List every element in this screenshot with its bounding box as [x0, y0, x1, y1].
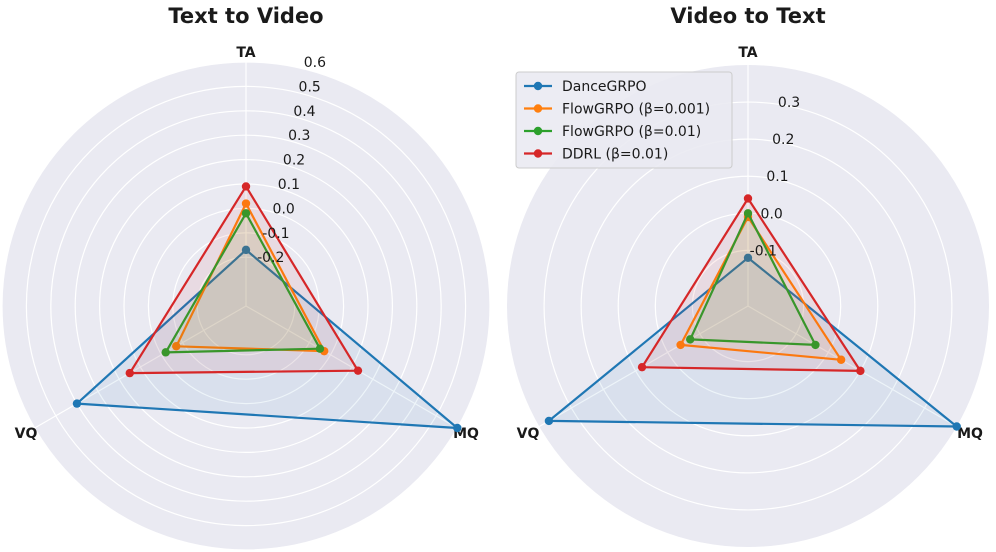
series-ddrl-beta-0-01 — [125, 182, 363, 378]
data-point-vq — [686, 335, 695, 344]
radial-tick-label: 0.2 — [772, 132, 794, 148]
data-point-ta — [241, 199, 251, 208]
series-fill — [176, 203, 325, 352]
radar-chart-text-to-video: Text to VideoTAMQVQ-0.2-0.10.00.10.20.30… — [1, 4, 491, 551]
series-ddrl-beta-0-01 — [637, 194, 865, 376]
legend-label: DDRL (β=0.01) — [562, 147, 668, 163]
legend-item-ddrl-beta-0-01: DDRL (β=0.01) — [524, 147, 668, 163]
data-point-vq — [637, 362, 647, 372]
data-point-vq — [125, 368, 134, 378]
radial-tick-label: 0.3 — [288, 128, 310, 144]
series-line — [640, 197, 862, 372]
legend-label: FlowGRPO (β=0.001) — [562, 102, 710, 118]
radial-tick-label: 0.1 — [278, 177, 300, 193]
series-line — [679, 215, 843, 361]
series-flowgrpo-beta-0-01 — [686, 209, 820, 350]
series-line — [547, 256, 958, 428]
series-fill — [165, 213, 320, 353]
legend-item-flowgrpo-beta-0-01: FlowGRPO (β=0.01) — [524, 124, 701, 140]
data-point-mq — [453, 423, 462, 433]
series-fill — [77, 249, 458, 428]
axis-label-mq: MQ — [957, 426, 983, 442]
series-dancegrpo — [72, 245, 462, 433]
legend-label: FlowGRPO (β=0.01) — [562, 124, 701, 140]
data-point-mq — [836, 355, 846, 364]
legend-swatch-marker — [533, 81, 543, 91]
data-point-ta — [743, 194, 753, 203]
legend-swatch-marker — [533, 104, 543, 113]
axis-label-vq: VQ — [15, 426, 38, 442]
radial-tick-label: -0.1 — [750, 243, 777, 259]
data-point-vq — [72, 399, 82, 408]
legend-item-flowgrpo-beta-0-001: FlowGRPO (β=0.001) — [524, 102, 710, 118]
axis-label-ta: TA — [738, 45, 757, 61]
chart-title: Video to Text — [670, 4, 825, 28]
radial-tick-label: 0.0 — [273, 201, 295, 217]
data-point-vq — [161, 348, 170, 357]
axis-label-vq: VQ — [517, 426, 540, 442]
legend-item-dancegrpo: DanceGRPO — [524, 79, 647, 95]
series-fill — [680, 217, 842, 360]
series-flowgrpo-beta-0-01 — [161, 209, 325, 357]
legend-swatch-marker — [533, 149, 543, 158]
data-point-mq — [952, 422, 961, 431]
radial-tick-label: 0.5 — [299, 79, 321, 95]
radial-tick-label: 0.1 — [766, 169, 788, 185]
data-point-mq — [811, 340, 820, 350]
radial-tick-label: -0.1 — [262, 226, 289, 242]
data-point-vq — [544, 416, 554, 426]
grid-spoke-mq — [245, 305, 458, 429]
series-line — [75, 248, 459, 430]
radial-tick-label: 0.4 — [293, 104, 315, 120]
data-point-ta — [241, 245, 251, 255]
radial-tick-label: 0.0 — [761, 206, 783, 222]
series-line — [128, 185, 360, 375]
radial-tick-label: 0.3 — [778, 95, 800, 111]
data-point-ta — [241, 182, 251, 191]
series-line — [689, 212, 817, 346]
series-fill — [690, 213, 816, 345]
axis-label-ta: TA — [236, 45, 255, 61]
radar-chart-video-to-text: Video to Text TA MQ VQ -0.1 0.0 0.1 0.2 0.3 Dance… — [507, 4, 989, 547]
data-point-mq — [315, 344, 325, 353]
radial-tick-label: 0.6 — [304, 55, 326, 71]
legend-swatch-marker — [533, 126, 543, 136]
data-point-ta — [241, 209, 251, 218]
grid-spoke-mq — [747, 305, 958, 428]
chart-title: Text to Video — [168, 4, 323, 28]
grid-spoke-vq — [34, 305, 247, 429]
data-point-ta — [743, 209, 753, 218]
series-fill — [129, 186, 358, 374]
legend: DanceGRPO FlowGRPO (β=0.001) FlowGRPO (β=0… — [515, 71, 733, 169]
data-point-vq — [172, 342, 181, 351]
series-line — [164, 212, 322, 354]
data-point-vq — [676, 340, 685, 350]
legend-label: DanceGRPO — [562, 79, 647, 95]
data-point-mq — [353, 366, 363, 375]
radial-tick-label: 0.2 — [283, 153, 305, 169]
data-point-mq — [856, 366, 865, 376]
radial-tick-label: -0.2 — [257, 250, 284, 266]
data-point-ta — [743, 253, 753, 262]
legend-box — [515, 71, 733, 169]
series-fill — [642, 198, 861, 371]
